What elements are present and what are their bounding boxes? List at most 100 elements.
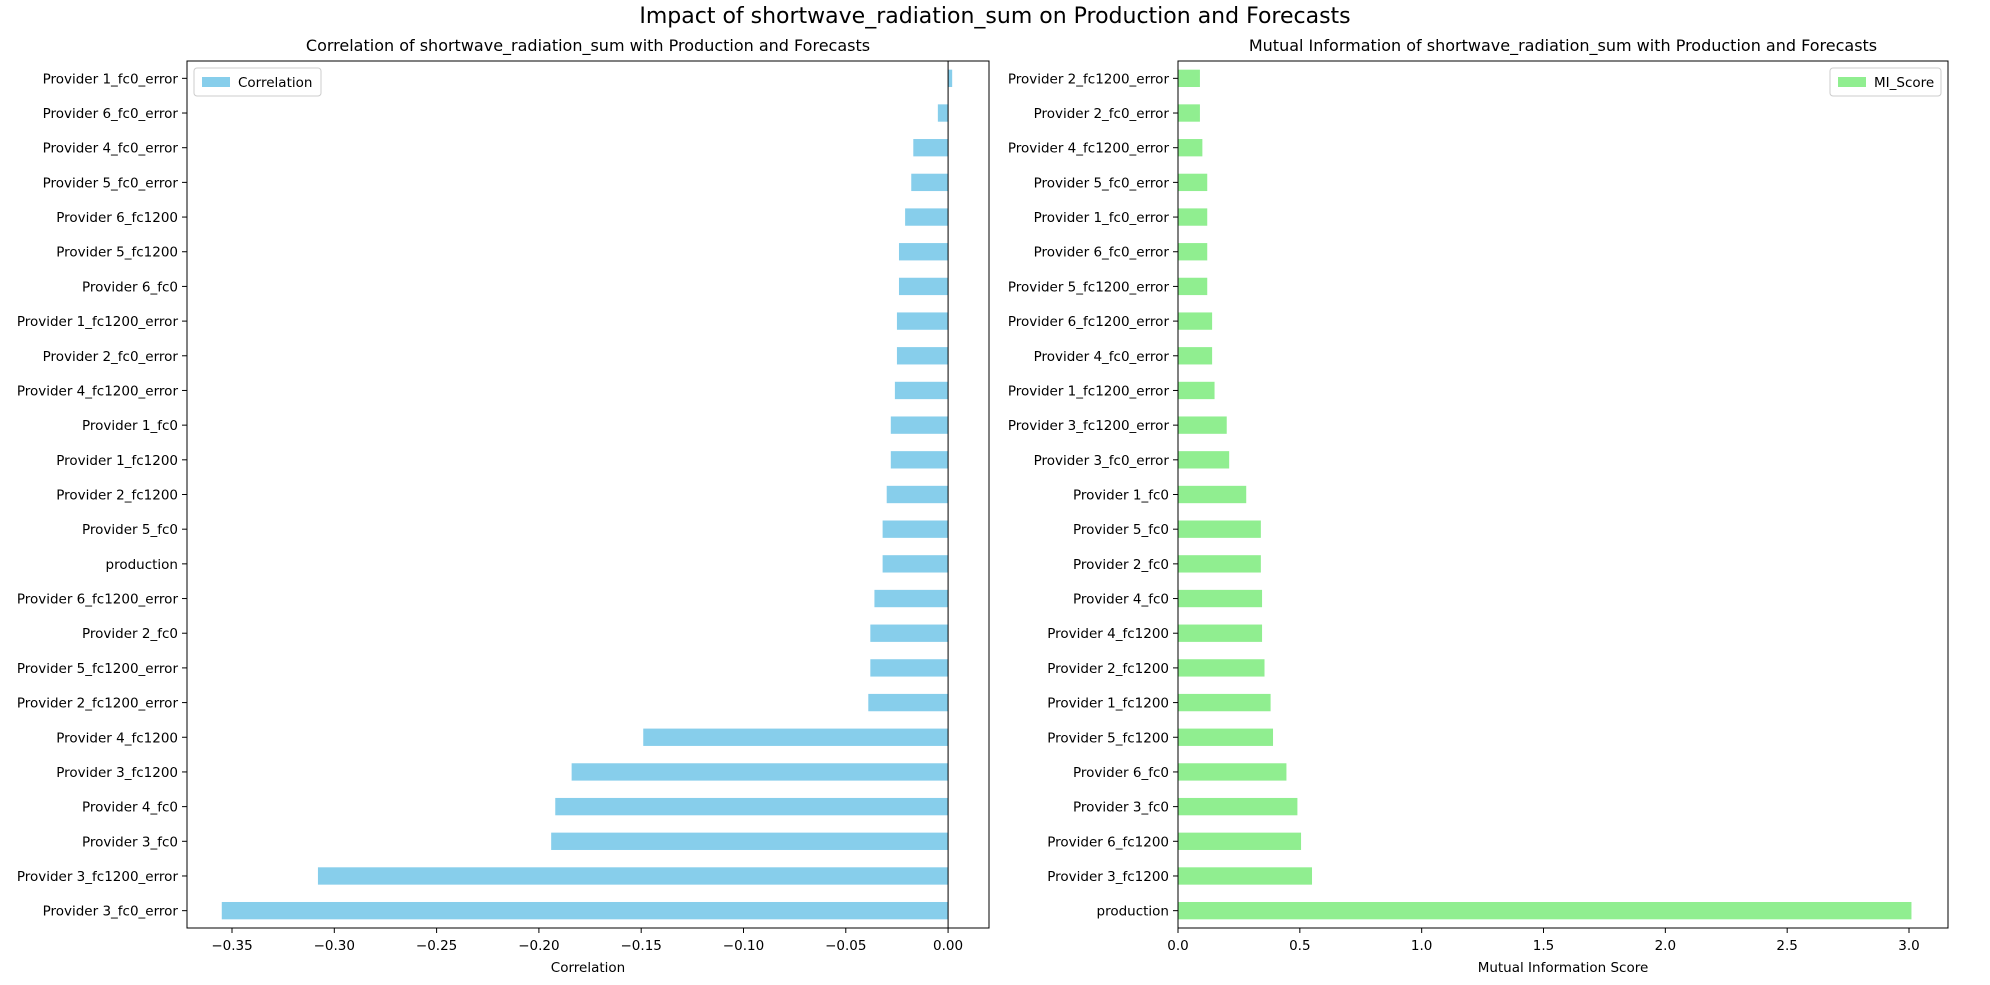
correlation-chart: Correlation of shortwave_radiation_sum w… <box>17 36 990 976</box>
x-tick-label: −0.20 <box>518 938 559 954</box>
bar <box>882 555 949 573</box>
x-tick-label: 1.0 <box>1411 938 1432 954</box>
bar <box>870 659 949 677</box>
y-tick-label: Provider 2_fc1200 <box>56 488 178 504</box>
y-tick-label: Provider 1_fc1200_error <box>17 314 179 330</box>
y-tick-label: Provider 2_fc0_error <box>1034 106 1170 122</box>
bar <box>1178 693 1271 712</box>
mutual-information-chart: Mutual Information of shortwave_radiatio… <box>1008 36 1949 976</box>
bar <box>1178 520 1261 538</box>
y-tick-label: Provider 3_fc0_error <box>1034 453 1170 469</box>
figure-suptitle: Impact of shortwave_radiation_sum on Pro… <box>639 4 1351 29</box>
bar <box>913 139 949 157</box>
y-tick-label: Provider 3_fc0 <box>82 834 178 850</box>
bar <box>1178 659 1265 677</box>
legend: MI_Score <box>1829 67 1942 97</box>
y-tick-label: Provider 5_fc1200_error <box>17 661 179 677</box>
y-tick-label: Provider 2_fc0_error <box>43 349 179 365</box>
bar <box>898 243 949 261</box>
y-tick-label: Provider 2_fc0 <box>1073 557 1169 573</box>
y-tick-label: Provider 3_fc0 <box>1073 800 1169 816</box>
y-tick-label: Provider 1_fc0 <box>82 418 178 434</box>
y-tick-label: Provider 6_fc0_error <box>1034 245 1170 261</box>
bar <box>221 901 949 920</box>
y-tick-label: Provider 5_fc1200 <box>1047 730 1169 746</box>
y-tick-label: Provider 3_fc1200 <box>56 765 178 781</box>
x-tick-label: −0.10 <box>723 938 764 954</box>
bar <box>1178 173 1208 192</box>
y-tick-label: Provider 1_fc0_error <box>1034 210 1170 226</box>
y-tick-label: Provider 5_fc0 <box>1073 522 1169 538</box>
bar <box>1178 901 1912 920</box>
y-tick-label: Provider 4_fc0_error <box>1034 349 1170 365</box>
x-tick-label: −0.25 <box>416 938 457 954</box>
y-tick-label: Provider 4_fc1200_error <box>17 383 179 399</box>
chart-title: Correlation of shortwave_radiation_sum w… <box>306 36 870 56</box>
legend-swatch <box>202 77 230 87</box>
y-tick-label: Provider 4_fc1200_error <box>1008 141 1170 157</box>
y-tick-label: Provider 2_fc1200 <box>1047 661 1169 677</box>
bar <box>1178 624 1263 642</box>
bar <box>571 763 949 781</box>
bar <box>874 589 949 608</box>
bar <box>1178 589 1263 608</box>
bar <box>1178 832 1302 850</box>
y-tick-label: Provider 6_fc0_error <box>43 106 179 122</box>
bar <box>1178 763 1287 781</box>
bar <box>1178 381 1215 400</box>
legend-swatch <box>1838 77 1866 87</box>
y-tick-label: Provider 5_fc0_error <box>1034 175 1170 191</box>
y-tick-label: Provider 6_fc0 <box>1073 765 1169 781</box>
x-tick-label: −0.35 <box>211 938 252 954</box>
x-axis-label: Mutual Information Score <box>1478 960 1649 976</box>
x-tick-label: 0.00 <box>933 938 963 954</box>
y-tick-label: Provider 1_fc1200_error <box>1008 383 1170 399</box>
y-tick-label: Provider 1_fc1200 <box>56 453 178 469</box>
bar <box>896 347 949 365</box>
y-tick-label: Provider 5_fc0 <box>82 522 178 538</box>
axes-frame <box>1177 60 1949 929</box>
y-tick-label: production <box>106 557 179 573</box>
bar <box>882 520 949 538</box>
x-tick-label: −0.05 <box>825 938 866 954</box>
x-tick-label: 2.5 <box>1776 938 1797 954</box>
x-tick-label: 2.0 <box>1655 938 1676 954</box>
y-tick-label: Provider 4_fc1200 <box>56 730 178 746</box>
x-tick-label: 0.5 <box>1289 938 1310 954</box>
y-tick-label: Provider 6_fc1200 <box>56 210 178 226</box>
bar <box>911 173 949 192</box>
x-tick-label: 0.0 <box>1167 938 1188 954</box>
bar <box>896 312 949 330</box>
bar <box>1178 867 1313 885</box>
legend-label: MI_Score <box>1874 75 1934 91</box>
bar <box>937 104 949 122</box>
bar <box>1178 485 1247 504</box>
bar <box>905 208 949 226</box>
y-tick-label: Provider 3_fc1200_error <box>1008 418 1170 434</box>
y-tick-label: Provider 3_fc0_error <box>43 904 179 920</box>
y-tick-label: Provider 6_fc1200 <box>1047 834 1169 850</box>
y-tick-label: Provider 5_fc1200_error <box>1008 279 1170 295</box>
x-tick-label: 1.5 <box>1533 938 1554 954</box>
y-tick-label: Provider 5_fc1200 <box>56 245 178 261</box>
legend-box <box>1829 67 1942 97</box>
bar <box>1178 104 1200 122</box>
y-tick-label: Provider 5_fc0_error <box>43 175 179 191</box>
bar <box>870 624 949 642</box>
bar <box>1178 451 1230 469</box>
legend-box <box>193 67 322 97</box>
axes-frame <box>186 60 990 929</box>
x-tick-label: −0.15 <box>621 938 662 954</box>
bar <box>1178 312 1213 330</box>
bar <box>551 832 949 850</box>
bar <box>890 451 949 469</box>
bar <box>1178 347 1213 365</box>
x-tick-label: −0.30 <box>314 938 355 954</box>
bar <box>1178 728 1274 746</box>
y-tick-label: production <box>1097 904 1170 920</box>
y-tick-label: Provider 3_fc1200 <box>1047 869 1169 885</box>
bar <box>1178 208 1208 226</box>
legend-label: Correlation <box>238 75 312 91</box>
y-tick-label: Provider 6_fc1200_error <box>1008 314 1170 330</box>
